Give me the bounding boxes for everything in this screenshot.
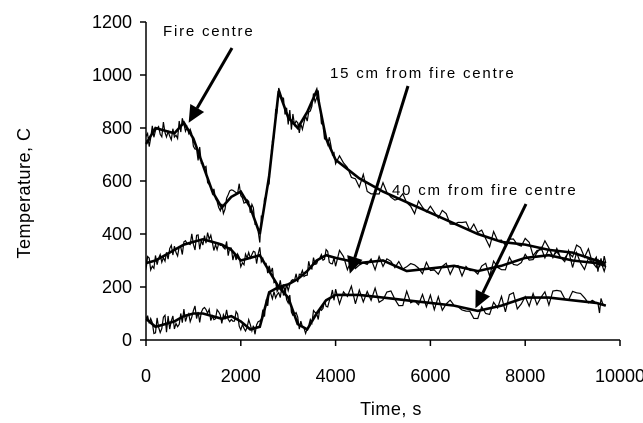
annotation-arrow-shaft bbox=[481, 203, 528, 294]
y-tick-label: 1200 bbox=[92, 12, 132, 32]
annotation-layer: Fire centre 15 cm from fire centre 40 cm f… bbox=[163, 23, 577, 309]
x-tick-label: 0 bbox=[141, 366, 151, 386]
x-tick-label: 2000 bbox=[221, 366, 261, 386]
y-tick-label: 1000 bbox=[92, 65, 132, 85]
x-tick-label: 4000 bbox=[316, 366, 356, 386]
x-tick-label: 10000 bbox=[595, 366, 643, 386]
annotation-label: 15 cm from fire centre bbox=[330, 65, 515, 82]
series-1-raw-line bbox=[145, 87, 607, 269]
series-2-raw-line bbox=[145, 232, 607, 295]
series-layer bbox=[144, 86, 607, 336]
axes-layer: 0 200 400 600 800 1000 1200 0 2000 4000 6000 8000 10… bbox=[92, 12, 643, 386]
x-tick-label: 6000 bbox=[410, 366, 450, 386]
x-tick-label: 8000 bbox=[505, 366, 545, 386]
series-3-line bbox=[145, 285, 607, 332]
annotation-arrow-shaft bbox=[353, 85, 410, 258]
y-tick-label: 600 bbox=[102, 171, 132, 191]
series-3-raw-line bbox=[145, 284, 606, 336]
series-1-line bbox=[144, 86, 607, 265]
annotation-arrow-head bbox=[188, 103, 205, 123]
x-axis-label: Time, s bbox=[360, 399, 422, 419]
annotation-arrow-head bbox=[475, 289, 491, 309]
annotation-label: Fire centre bbox=[163, 23, 255, 40]
y-tick-label: 800 bbox=[102, 118, 132, 138]
y-tick-label: 0 bbox=[122, 330, 132, 350]
annotation-label: 40 cm from fire centre bbox=[392, 182, 577, 199]
y-tick-label: 200 bbox=[102, 277, 132, 297]
y-axis-label: Temperature, C bbox=[14, 127, 34, 258]
annotation-arrow-shaft bbox=[195, 47, 234, 109]
annotation-arrow-head bbox=[347, 255, 363, 274]
y-tick-label: 400 bbox=[102, 224, 132, 244]
